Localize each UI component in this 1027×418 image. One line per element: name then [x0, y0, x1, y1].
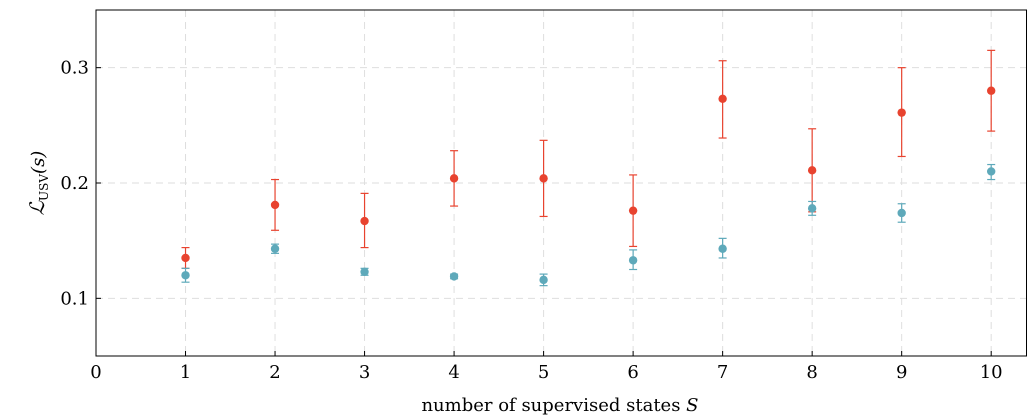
y-tick-label: 0.3 [60, 58, 89, 79]
x-axis-label-variable: S [686, 395, 698, 416]
data-point [181, 253, 190, 263]
x-tick-label: 3 [359, 362, 370, 383]
data-point [270, 244, 280, 253]
y-tick-label: 0.1 [60, 288, 89, 309]
data-point [181, 271, 190, 280]
x-tick-label: 1 [180, 362, 191, 383]
grid [96, 10, 1027, 356]
data-point [986, 86, 996, 95]
y-tick-label: 0.2 [60, 173, 89, 194]
data-point [718, 244, 727, 253]
data-point [360, 267, 369, 277]
data-point [628, 206, 638, 215]
data-point [897, 108, 906, 117]
data-point [718, 94, 727, 104]
x-tick-label: 7 [717, 362, 728, 383]
data-point [986, 167, 996, 176]
x-tick-label: 0 [90, 362, 101, 383]
y-axis-label-argument: (s) [28, 151, 49, 174]
data-point [807, 204, 817, 213]
x-axis-label: number of supervised states S [421, 395, 698, 416]
series-2 [181, 163, 996, 287]
y-axis-label: ℒUSV(s) [25, 151, 51, 216]
x-axis-label-text: number of supervised states [421, 395, 686, 416]
x-tick-label: 4 [448, 362, 459, 383]
x-tick-label: 8 [806, 362, 817, 383]
axis-ticks: 0 1 2 3 4 5 6 7 8 9 10 0.1 0.2 0.3 [60, 58, 1002, 383]
data-point [539, 174, 548, 183]
data-point [539, 275, 548, 285]
data-point [270, 200, 280, 210]
data-point [360, 216, 369, 226]
y-axis-label-symbol: ℒ [25, 200, 49, 215]
x-tick-label: 2 [269, 362, 280, 383]
data-point [449, 174, 459, 183]
series-1 [181, 49, 996, 269]
data-point [897, 208, 906, 218]
plot-frame [95, 9, 1027, 357]
y-axis-label-subscript: USV [37, 174, 51, 201]
data-point [807, 166, 817, 175]
x-tick-label: 6 [627, 362, 638, 383]
data-marks [181, 49, 996, 287]
data-point [449, 272, 459, 281]
x-tick-label: 9 [896, 362, 907, 383]
data-point [628, 256, 638, 265]
x-tick-label: 10 [980, 362, 1003, 383]
x-tick-label: 5 [538, 362, 549, 383]
